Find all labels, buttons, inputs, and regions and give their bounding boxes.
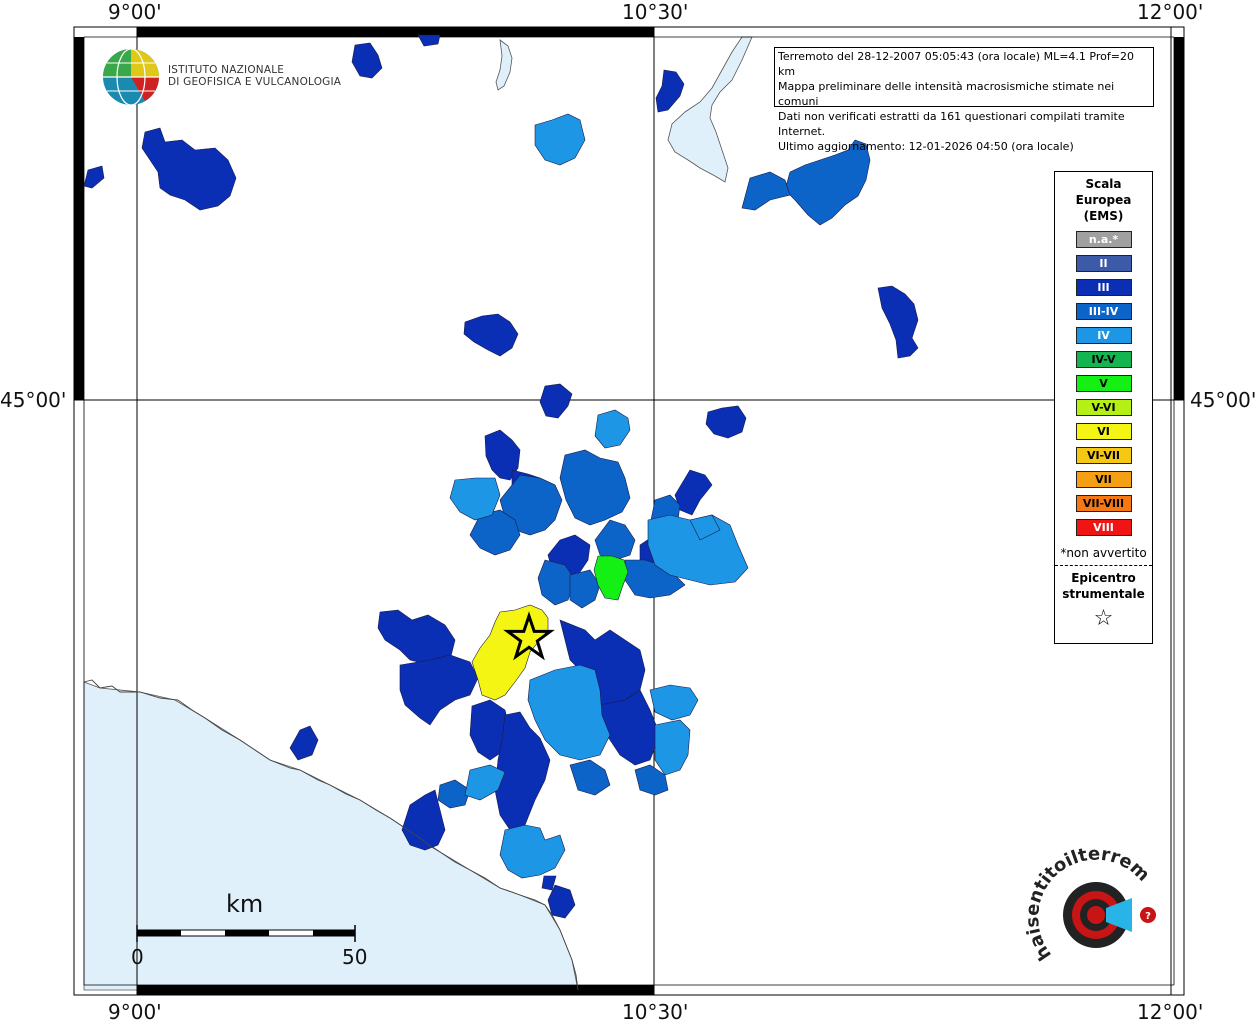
municipality-v [593,555,629,601]
legend-swatch: IV [1075,327,1132,344]
epicenter-star [503,611,555,661]
legend-swatch: III [1075,279,1132,296]
ingv-logo-text: ISTITUTO NAZIONALE DI GEOFISICA E VULCAN… [168,64,342,88]
legend-epicenter: Epicentro strumentale [1062,571,1145,601]
info-line-1: Terremoto del 28-12-2007 05:05:43 (ora l… [778,50,1134,78]
legend-swatch: VI [1075,423,1132,440]
legend-swatch: V-VI [1075,399,1132,416]
coord-bottom-mid: 10°30' [622,1000,689,1024]
lake-small [495,39,513,91]
coord-top-left: 9°00' [108,0,162,24]
coord-right: 45°00' [1190,388,1256,412]
legend-swatch: n.a.* [1075,231,1132,248]
municipalities-iii-iv [437,139,871,809]
info-line-4: Ultimo aggiornamento: 12-01-2026 04:50 (… [778,140,1074,153]
lake-garda [667,36,753,183]
coord-left: 45°00' [0,388,67,412]
scale-bar [136,925,356,942]
scale-unit: km [226,890,264,918]
scale-min: 0 [131,945,144,969]
coord-bottom-left: 9°00' [108,1000,162,1024]
event-info-box: Terremoto del 28-12-2007 05:05:43 (ora l… [774,47,1154,153]
municipalities-iv [449,113,749,879]
legend-title: Scala Europea (EMS) [1075,177,1132,223]
legend-items: n.a.* II III III-IV IV IV-V V V-VI VI VI-VII VII VI… [1055,231,1152,536]
info-line-3: Dati non verificati estratti da 161 ques… [778,110,1125,138]
municipality-vi [471,604,549,701]
legend-swatch: VII-VIII [1075,495,1132,512]
coord-top-right: 12°00' [1137,0,1204,24]
scale-max: 50 [342,945,368,969]
ems-legend: Scala Europea (EMS) n.a.* II III III-IV IV IV… [1054,171,1153,644]
coord-bottom-right: 12°00' [1137,1000,1204,1024]
info-line-2: Mappa preliminare delle intensità macros… [778,80,1115,108]
hsit-logo-icon: ? [1063,882,1156,948]
legend-swatch: VI-VII [1075,447,1132,464]
legend-swatch: IV-V [1075,351,1132,368]
legend-swatch: V [1075,375,1132,392]
ingv-globe-icon [103,48,159,106]
legend-swatch: VIII [1075,519,1132,536]
legend-star-icon: ☆ [1093,606,1114,631]
legend-swatch: III-IV [1075,303,1132,320]
legend-swatch: II [1075,255,1132,272]
svg-text:?: ? [1145,911,1151,922]
legend-note: *non avvertito [1060,546,1147,560]
coord-top-mid: 10°30' [622,0,689,24]
legend-swatch: VII [1075,471,1132,488]
